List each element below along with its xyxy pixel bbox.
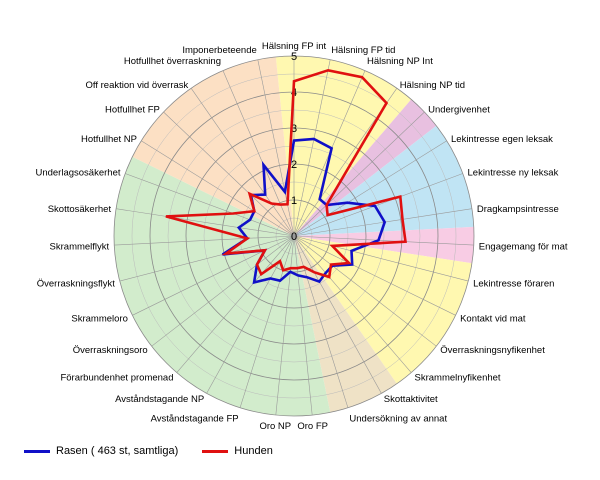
spoke-line [293,140,447,237]
category-label: Hotfullhet NP [81,134,137,145]
spoke-line [141,140,295,237]
spoke-line [293,235,474,246]
category-label: Imponerbeteende [182,45,256,56]
background-sector [275,55,412,236]
legend-label-breed: Rasen ( 463 st, samtliga) [56,445,179,457]
legend-swatch-breed [24,449,50,453]
legend-item-breed: Rasen ( 463 st, samtliga) [24,445,178,457]
category-label: Off reaktion vid överrask [86,80,189,91]
category-label: Överraskningsnyfikenhet [440,345,545,356]
category-label: Kontakt vid mat [460,314,526,325]
spoke-line [151,235,295,347]
legend-item-dog: Hunden [202,445,273,457]
legend-swatch-dog [202,449,229,453]
spoke-line [222,70,295,237]
tick-label: 0 [291,231,297,243]
background-sector [294,226,475,264]
spoke-line [293,111,425,237]
category-label: Skottaktivitet [384,394,438,405]
category-label: Förarbundenhet promenad [60,372,173,383]
spoke-line [257,59,295,237]
spoke-line [293,235,412,373]
series-line-breed [221,137,387,285]
background-sector [294,125,474,236]
category-label: Undersökning av annat [349,414,447,425]
spoke-line [293,235,382,394]
spoke-line [293,235,349,408]
spoke-line [114,235,295,246]
category-label: Oro NP [259,421,291,432]
spoke-line [190,88,295,237]
spoke-line [163,111,295,237]
spoke-line [275,235,295,416]
category-label: Skottosäkerhet [48,204,112,215]
category-label: Hälsning FP tid [331,45,395,56]
category-label: Hotfullhet FP [105,105,160,116]
background-sector [114,156,331,416]
background-sector [132,56,294,237]
tick-label: 5 [291,51,297,63]
spoke-line [293,235,437,347]
category-label: Dragkampsintresse [477,204,559,215]
legend: Rasen ( 463 st, samtliga) Hunden [24,445,297,457]
series-line-dog [165,68,407,279]
category-label: Underlagsosäkerhet [35,168,120,179]
category-label: Skrammelflykt [50,241,110,252]
category-label: Skrammeloro [71,314,128,325]
category-label: Engagemang för mat [479,241,568,252]
category-label: Avståndstagande NP [115,394,204,405]
category-label: Lekintresse föraren [473,278,554,289]
category-label: Hotfullhet överraskning [124,56,221,67]
spoke-line [125,173,295,237]
spoke-line [293,235,313,416]
category-label: Överraskningsflykt [37,278,115,289]
category-label: Hälsning FP int [262,41,327,52]
category-label: Oro FP [297,421,328,432]
background-sector [294,236,472,384]
tick-label: 3 [291,123,297,135]
spoke-line [293,59,331,237]
spoke-line [293,235,456,316]
category-label: Överraskningsoro [73,345,148,356]
spoke-line [132,235,295,316]
category-label: Avståndstagande FP [151,414,239,425]
tick-label: 2 [291,159,297,171]
category-label: Hälsning NP Int [367,56,433,67]
spoke-line [116,208,295,237]
spoke-line [293,208,472,237]
category-label: Undergivenhet [428,105,490,116]
spoke-line [119,235,295,282]
category-label: Skrammelnyfikenhet [415,372,501,383]
category-label: Lekintresse ny leksak [468,168,559,179]
tick-label: 1 [291,195,297,207]
spoke-line [239,235,295,408]
category-label: Lekintresse egen leksak [451,134,553,145]
spoke-line [293,235,469,282]
spoke-line [293,173,463,237]
spoke-line [176,235,295,373]
legend-label-dog: Hunden [234,445,273,457]
category-label: Hälsning NP tid [400,80,465,91]
